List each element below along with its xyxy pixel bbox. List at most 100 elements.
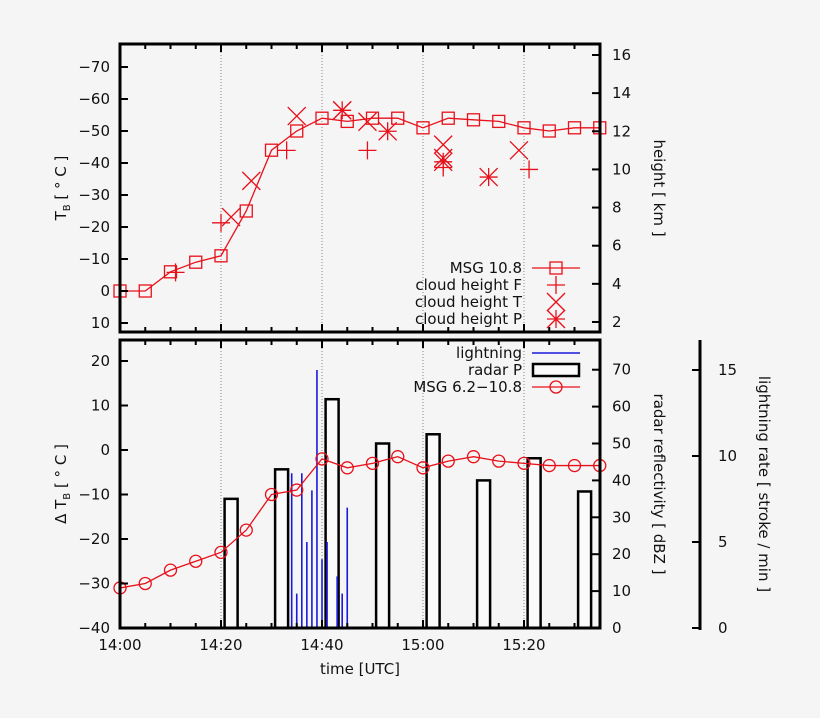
circle-marker [365, 456, 380, 471]
circle-marker [492, 454, 506, 468]
legend-label: cloud height F [415, 276, 522, 294]
bottom-y-axis-title: Δ TB [ ° C ] [52, 444, 73, 524]
cross-shape-b [546, 309, 566, 329]
circle-shape [549, 380, 563, 394]
y-tick-label: −70 [78, 58, 110, 76]
square-shape [549, 261, 563, 275]
plus-marker [166, 263, 185, 282]
y-tick-label: 10 [91, 314, 110, 332]
circle-shape [340, 461, 354, 475]
radar-bar [475, 479, 492, 630]
star-marker [378, 121, 398, 141]
square-marker [391, 111, 405, 125]
circle-shape [542, 458, 556, 473]
circle-marker [517, 456, 531, 471]
square-shape [264, 143, 279, 157]
radar-tick-label: 30 [612, 508, 631, 526]
legend-label: MSG 10.8 [450, 259, 522, 277]
y-tick-label: −30 [78, 186, 110, 204]
circle-marker [549, 380, 563, 394]
circle-marker [189, 554, 203, 568]
y-tick-label: −20 [78, 530, 110, 548]
y2-tick-label: 16 [612, 46, 631, 64]
legend-label: MSG 6.2−10.8 [413, 378, 522, 396]
top-y-axis-title: TB [ ° C ] [52, 156, 73, 222]
circle-marker [264, 487, 279, 502]
circle-shape [214, 545, 228, 559]
y2-tick-label: 12 [612, 122, 631, 140]
square-marker [492, 114, 506, 129]
legend-box [531, 362, 581, 378]
circle-marker [239, 523, 253, 537]
y2-tick-label: 14 [612, 84, 631, 102]
square-marker [567, 121, 582, 135]
circle-shape [163, 563, 178, 577]
data-marks [113, 100, 607, 630]
circle-marker [138, 576, 152, 591]
cross-marker [509, 140, 529, 160]
circle-marker [542, 458, 556, 473]
x-tick-label: 14:00 [98, 636, 141, 654]
cross-shape-b [332, 100, 352, 120]
y-tick-label: −10 [78, 486, 110, 504]
x-axis-title: time [UTC] [320, 660, 400, 678]
msg-diff-line [119, 455, 600, 589]
circle-shape [466, 450, 481, 464]
x-tick-label: 15:20 [502, 636, 545, 654]
circle-shape [416, 461, 430, 475]
plus-marker [520, 160, 539, 179]
radar-tick-label: 20 [612, 545, 631, 563]
lightning-tick-label: 5 [718, 533, 728, 551]
square-shape [138, 284, 152, 298]
cross-shape-b [433, 152, 453, 172]
axes: 14:00 14:20 14:40 15:00 15:20 −70 −60 −50 −40 −30… [78, 44, 737, 654]
cross-shape-b [287, 106, 307, 126]
square-marker [466, 113, 481, 127]
circle-marker [315, 452, 329, 466]
square-shape [391, 111, 405, 125]
y2-tick-label: 4 [612, 275, 622, 293]
circle-marker [466, 450, 481, 464]
square-shape [542, 124, 556, 138]
circle-shape [239, 523, 253, 537]
cross-marker [241, 171, 261, 191]
square-shape [290, 124, 304, 138]
cross-marker [357, 112, 377, 132]
square-marker [542, 124, 556, 138]
legend-label: lightning [456, 344, 522, 362]
circle-shape [517, 456, 531, 471]
lightning-tick-label: 15 [718, 361, 737, 379]
y-tick-label: −40 [78, 619, 110, 637]
cross-shape-b [479, 167, 499, 187]
radar-bar [526, 457, 542, 630]
y2-tick-label: 6 [612, 237, 622, 255]
radar-tick-label: 70 [612, 361, 631, 379]
lightning-tick-label: 0 [718, 619, 728, 637]
msg-10.8-line [120, 117, 600, 292]
plus-marker [212, 213, 230, 232]
circle-shape [567, 458, 582, 473]
square-shape [214, 249, 228, 263]
y-tick-label: −60 [78, 90, 110, 108]
star-marker [546, 309, 566, 329]
circle-shape [492, 454, 506, 468]
radar-tick-label: 0 [612, 619, 622, 637]
y-tick-label: 0 [100, 282, 110, 300]
plus-marker [277, 141, 296, 160]
cross-shape-b [546, 292, 566, 312]
star-marker [479, 167, 499, 187]
circle-shape [264, 487, 279, 502]
radar-tick-label: 10 [612, 582, 631, 600]
cross-marker [287, 106, 307, 126]
legend-label: cloud height T [415, 293, 523, 311]
x-tick-label: 15:00 [401, 636, 444, 654]
cross-marker [221, 207, 241, 227]
radar-tick-label: 50 [612, 435, 631, 453]
y-tick-label: 0 [100, 441, 110, 459]
square-shape [517, 121, 531, 135]
lightning-tick-label: 10 [718, 447, 737, 465]
cross-shape-b [509, 140, 529, 160]
square-shape [492, 114, 506, 129]
square-shape [441, 111, 455, 125]
